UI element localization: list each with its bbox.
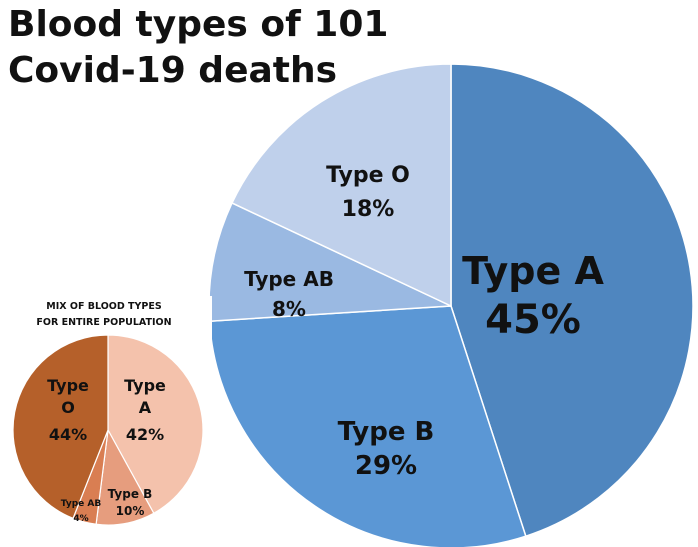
inset-title-line-1: MIX OF BLOOD TYPES xyxy=(46,301,162,312)
main-slice-type-a xyxy=(450,63,694,538)
chart-title-line-1: Blood types of 101 xyxy=(8,4,389,45)
inset-value-type-o: 44% xyxy=(49,425,87,444)
main-value-type-a: 45% xyxy=(485,297,581,343)
inset-title-line-2: FOR ENTIRE POPULATION xyxy=(36,317,171,328)
inset-label-type-ab: Type AB xyxy=(61,499,102,509)
main-value-type-b: 29% xyxy=(355,451,417,481)
inset-pie-chart: Type A 42% Type B 10% Type AB 4% Type O 44% xyxy=(12,334,204,526)
population-inset: MIX OF BLOOD TYPES FOR ENTIRE POPULATION… xyxy=(0,296,212,547)
inset-value-type-b: 10% xyxy=(116,504,145,518)
main-slice-type-o xyxy=(231,63,452,308)
main-label-type-ab: Type AB xyxy=(244,267,334,291)
inset-slice-type-o xyxy=(12,334,109,520)
chart-title-line-2: Covid-19 deaths xyxy=(8,50,338,91)
main-label-type-o: Type O xyxy=(326,163,410,188)
inset-slice-type-a xyxy=(107,334,204,515)
inset-label-type-o: Type O xyxy=(47,376,89,417)
chart-title: Blood types of 101 Covid-19 deaths xyxy=(8,2,388,94)
main-value-type-ab: 8% xyxy=(272,297,306,321)
inset-value-type-ab: 4% xyxy=(73,514,88,524)
main-label-type-a: Type A xyxy=(462,249,604,293)
main-slice-type-b xyxy=(208,305,527,547)
inset-label-type-b: Type B xyxy=(108,487,153,501)
main-value-type-o: 18% xyxy=(342,197,395,222)
main-pie-chart: Type A45% Type B 29% Type AB 8% Type O 18% xyxy=(208,63,694,547)
main-label-type-b: Type B xyxy=(338,417,435,447)
inset-label-type-a: Type A xyxy=(124,376,166,417)
inset-value-type-a: 42% xyxy=(126,425,164,444)
